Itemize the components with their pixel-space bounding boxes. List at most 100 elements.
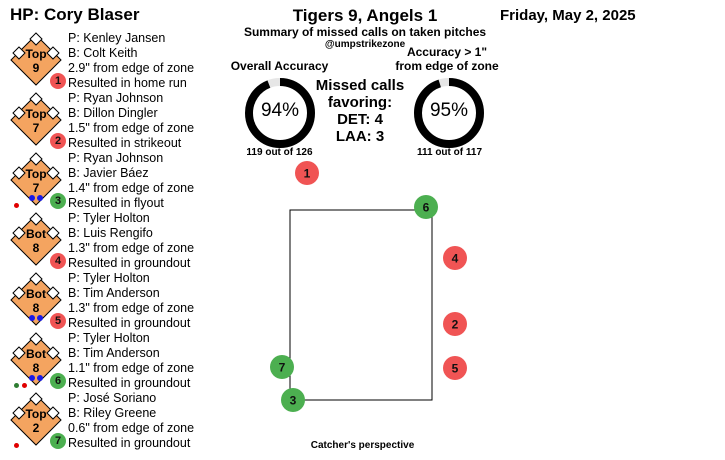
out-dot: [29, 195, 35, 201]
umpire-title: HP: Cory Blaser: [10, 5, 140, 24]
call-number-badge: 6: [50, 373, 66, 389]
call-number-badge: 2: [50, 133, 66, 149]
inning-half: Bot: [26, 347, 46, 361]
missed-line2: favoring:: [327, 94, 393, 111]
svg-text:7: 7: [279, 361, 286, 375]
pitch-marker-3: 3: [281, 388, 305, 412]
overall-accuracy-ring: [245, 78, 315, 148]
pitch-marker-2: 2: [443, 312, 467, 336]
runner-dot: [22, 383, 27, 388]
batter-text: B: Tim Anderson: [68, 286, 160, 300]
missed-calls-block: Missed calls favoring: DET: 4 LAA: 3: [310, 77, 410, 145]
missed-call-entry: Top 2 7 P: José Soriano B: Riley Greene 0.6" …: [0, 390, 240, 450]
game-date: Friday, May 2, 2025: [500, 7, 636, 24]
pitch-marker-5: 5: [443, 356, 467, 380]
inning-number: 7: [33, 121, 40, 135]
runner-dot: [14, 203, 19, 208]
strike-zone-box: [289, 209, 433, 401]
batter-text: B: Tim Anderson: [68, 346, 160, 360]
second-base: [29, 392, 43, 406]
third-base: [12, 106, 26, 120]
svg-text:1: 1: [304, 167, 311, 181]
batter-text: B: Riley Greene: [68, 406, 157, 420]
second-base: [29, 332, 43, 346]
missed-call-entry: Top 9 1 P: Kenley Jansen B: Colt Keith 2.9" f…: [0, 30, 240, 90]
pitcher-text: P: Ryan Johnson: [68, 91, 164, 105]
result-text: Resulted in strikeout: [68, 136, 182, 150]
third-base: [12, 286, 26, 300]
third-base: [12, 166, 26, 180]
result-text: Resulted in groundout: [68, 256, 191, 270]
pitch-marker-4: 4: [443, 246, 467, 270]
distance-text: 1.3" from edge of zone: [68, 301, 195, 315]
first-base: [46, 166, 60, 180]
inning-half: Bot: [26, 287, 46, 301]
result-text: Resulted in home run: [68, 76, 187, 90]
inning-number: 7: [33, 181, 40, 195]
distance-text: 1.5" from edge of zone: [68, 121, 195, 135]
pitcher-text: P: Tyler Holton: [68, 331, 150, 345]
third-base: [12, 406, 26, 420]
missed-call-entry: Top 7 2 P: Ryan Johnson B: Dillon Dingler 1.5…: [0, 90, 240, 150]
result-text: Resulted in groundout: [68, 316, 191, 330]
strike-zone-plot: 1 6 4 2 5 7 3: [270, 161, 467, 412]
accuracy-1in-pct: 95%: [429, 100, 469, 121]
inning-number: 8: [33, 361, 40, 375]
inning-half: Top: [25, 407, 46, 421]
inning-number: 9: [33, 61, 40, 75]
distance-text: 1.4" from edge of zone: [68, 181, 195, 195]
distance-text: 0.6" from edge of zone: [68, 421, 195, 435]
inning-half: Top: [25, 167, 46, 181]
svg-text:3: 3: [290, 394, 297, 408]
call-number-badge: 4: [50, 253, 66, 269]
runner-dot: [14, 383, 19, 388]
accuracy-1in-title-line2: from edge of zone: [395, 59, 499, 73]
batter-text: B: Colt Keith: [68, 46, 138, 60]
first-base: [46, 106, 60, 120]
distance-text: 1.1" from edge of zone: [68, 361, 195, 375]
third-base: [12, 46, 26, 60]
perspective-note: Catcher's perspective: [310, 440, 415, 451]
inning-half: Top: [25, 107, 46, 121]
inning-half: Bot: [26, 227, 46, 241]
batter-text: B: Javier Báez: [68, 166, 149, 180]
svg-text:6: 6: [423, 201, 430, 215]
pitcher-text: P: Kenley Jansen: [68, 31, 166, 45]
third-base: [12, 226, 26, 240]
first-base: [46, 406, 60, 420]
first-base: [46, 346, 60, 360]
call-number-badge: 3: [50, 193, 66, 209]
out-dot: [29, 375, 35, 381]
pitch-marker-1: 1: [295, 161, 319, 185]
inning-number: 8: [33, 241, 40, 255]
first-base: [46, 46, 60, 60]
batter-text: B: Luis Rengifo: [68, 226, 153, 240]
distance-text: 2.9" from edge of zone: [68, 61, 195, 75]
result-text: Resulted in groundout: [68, 436, 191, 450]
call-number-badge: 5: [50, 313, 66, 329]
distance-text: 1.3" from edge of zone: [68, 241, 195, 255]
inning-half: Top: [25, 47, 46, 61]
missed-laa: LAA: 3: [335, 128, 385, 145]
pitcher-text: P: Ryan Johnson: [68, 151, 164, 165]
out-dot: [29, 315, 35, 321]
missed-line1: Missed calls: [315, 77, 405, 94]
first-base: [46, 226, 60, 240]
accuracy-1in-ring: [414, 78, 484, 148]
svg-text:2: 2: [452, 318, 459, 332]
accuracy-1in-count: 111 out of 117: [416, 147, 483, 158]
second-base: [29, 152, 43, 166]
second-base: [29, 272, 43, 286]
missed-det: DET: 4: [337, 111, 383, 128]
pitcher-text: P: Tyler Holton: [68, 271, 150, 285]
second-base: [29, 92, 43, 106]
svg-text:5: 5: [452, 362, 459, 376]
subtitle: Summary of missed calls on taken pitches: [243, 25, 487, 39]
call-number-badge: 7: [50, 433, 66, 449]
out-dot: [37, 315, 43, 321]
